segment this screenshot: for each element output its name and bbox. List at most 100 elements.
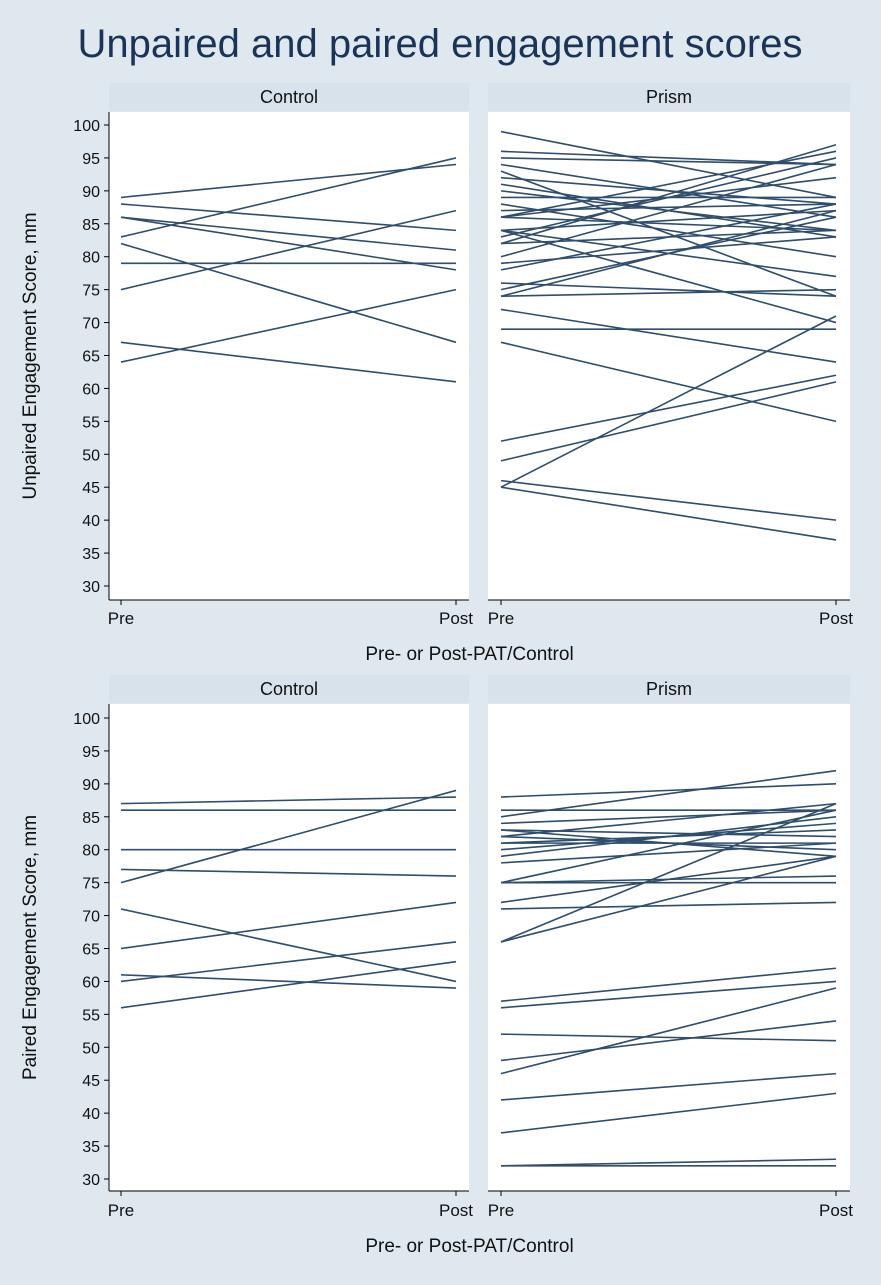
- panel-strip-label: Prism: [646, 679, 692, 699]
- panel-strip-label: Prism: [646, 87, 692, 107]
- y-tick-label: 45: [82, 1073, 100, 1090]
- panel-strip: [109, 83, 469, 111]
- series-line: [500, 315, 837, 488]
- y-tick-label: 30: [82, 1172, 100, 1189]
- series-line: [500, 308, 837, 363]
- series-line: [500, 288, 837, 298]
- series-line: [500, 203, 837, 271]
- y-axis-label: Unpaired Engagement Score, mm: [20, 212, 41, 499]
- series-line: [120, 216, 457, 251]
- y-tick-label: 55: [82, 414, 100, 431]
- series-line: [120, 868, 457, 877]
- x-tick-label: Pre: [108, 609, 134, 628]
- y-tick-label: 65: [82, 942, 100, 959]
- series-line: [500, 479, 837, 521]
- y-tick-label: 90: [82, 777, 100, 794]
- series-line: [500, 216, 837, 232]
- series-line: [500, 1158, 837, 1167]
- y-tick-label: 100: [73, 118, 100, 135]
- x-axis-label: Pre- or Post-PAT/Control: [365, 644, 573, 665]
- series-line: [500, 769, 837, 818]
- series-line: [120, 789, 457, 884]
- series-line: [500, 1033, 837, 1042]
- series-line: [120, 974, 457, 989]
- series-line: [500, 802, 837, 838]
- panels-layer: Unpaired Engagement Score, mm Pre- or Pos…: [20, 83, 853, 1257]
- panel-control: Control 30 35 40 45 50 55 60 65 70 75 80 85 90 95 100 Pr…: [73, 675, 473, 1220]
- series-line: [120, 288, 457, 363]
- series-line: [500, 341, 837, 423]
- y-tick-label: 50: [82, 1040, 100, 1057]
- y-tick-label: 40: [82, 513, 100, 530]
- plot-area: [488, 704, 850, 1191]
- series-line: [120, 341, 457, 383]
- y-tick-label: 65: [82, 349, 100, 366]
- x-tick-label: Post: [819, 609, 853, 628]
- series-line: [120, 163, 457, 199]
- series-line: [120, 157, 457, 238]
- y-tick-label: 100: [73, 711, 100, 728]
- series-line: [500, 163, 837, 258]
- series-line: [500, 1092, 837, 1134]
- y-tick-label: 85: [82, 217, 100, 234]
- panel-prism: Prism Pre Post: [488, 83, 853, 628]
- series-line: [120, 203, 457, 232]
- y-tick-label: 70: [82, 316, 100, 333]
- series-line: [500, 143, 837, 245]
- series-line: [500, 150, 837, 218]
- y-axis-label: Paired Engagement Score, mm: [20, 815, 41, 1080]
- series-line: [500, 901, 837, 910]
- panel-strip: [488, 675, 850, 703]
- y-tick-label: 85: [82, 810, 100, 827]
- y-tick-label: 70: [82, 909, 100, 926]
- y-tick-label: 45: [82, 480, 100, 497]
- series-line: [120, 941, 457, 983]
- y-tick-label: 95: [82, 151, 100, 168]
- series-line: [500, 1072, 837, 1101]
- x-tick-label: Pre: [488, 1201, 514, 1220]
- series-line: [500, 486, 837, 541]
- y-tick-label: 30: [82, 579, 100, 596]
- series-line: [500, 980, 837, 1009]
- series-line: [500, 157, 837, 166]
- series-line: [500, 130, 837, 199]
- series-line: [500, 374, 837, 442]
- chart-row-2: Paired Engagement Score, mm Pre- or Post-…: [20, 675, 853, 1257]
- series-line: [500, 1020, 837, 1062]
- series-line: [120, 901, 457, 950]
- panel-strip: [109, 675, 469, 703]
- panel-strip-label: Control: [260, 87, 318, 107]
- y-tick-label: 35: [82, 1139, 100, 1156]
- series-line: [500, 842, 837, 864]
- series-line: [500, 855, 837, 904]
- series-line: [500, 987, 837, 1075]
- y-tick-label: 90: [82, 184, 100, 201]
- series-line: [500, 809, 837, 884]
- series-line: [500, 815, 837, 858]
- plot-area: [109, 112, 469, 600]
- series-line: [500, 176, 837, 205]
- series-line: [120, 242, 457, 344]
- panel-strip-label: Control: [260, 679, 318, 699]
- series-line: [500, 170, 837, 297]
- y-tick-label: 35: [82, 546, 100, 563]
- series-line: [500, 809, 837, 825]
- figure-title: Unpaired and paired engagement scores: [78, 22, 803, 66]
- series-line: [500, 157, 837, 238]
- panel-prism: Prism Pre Post: [488, 675, 853, 1220]
- y-tick-label: 55: [82, 1007, 100, 1024]
- y-tick-label: 80: [82, 843, 100, 860]
- series-line: [500, 229, 837, 324]
- series-line: [500, 783, 837, 798]
- series-line: [120, 960, 457, 1009]
- x-axis-label: Pre- or Post-PAT/Control: [365, 1236, 573, 1257]
- y-tick-label: 60: [82, 974, 100, 991]
- panel-strip: [488, 83, 850, 111]
- series-line: [500, 802, 837, 943]
- x-tick-label: Pre: [108, 1201, 134, 1220]
- y-tick-label: 50: [82, 447, 100, 464]
- x-tick-label: Post: [439, 609, 473, 628]
- series-line: [500, 855, 837, 943]
